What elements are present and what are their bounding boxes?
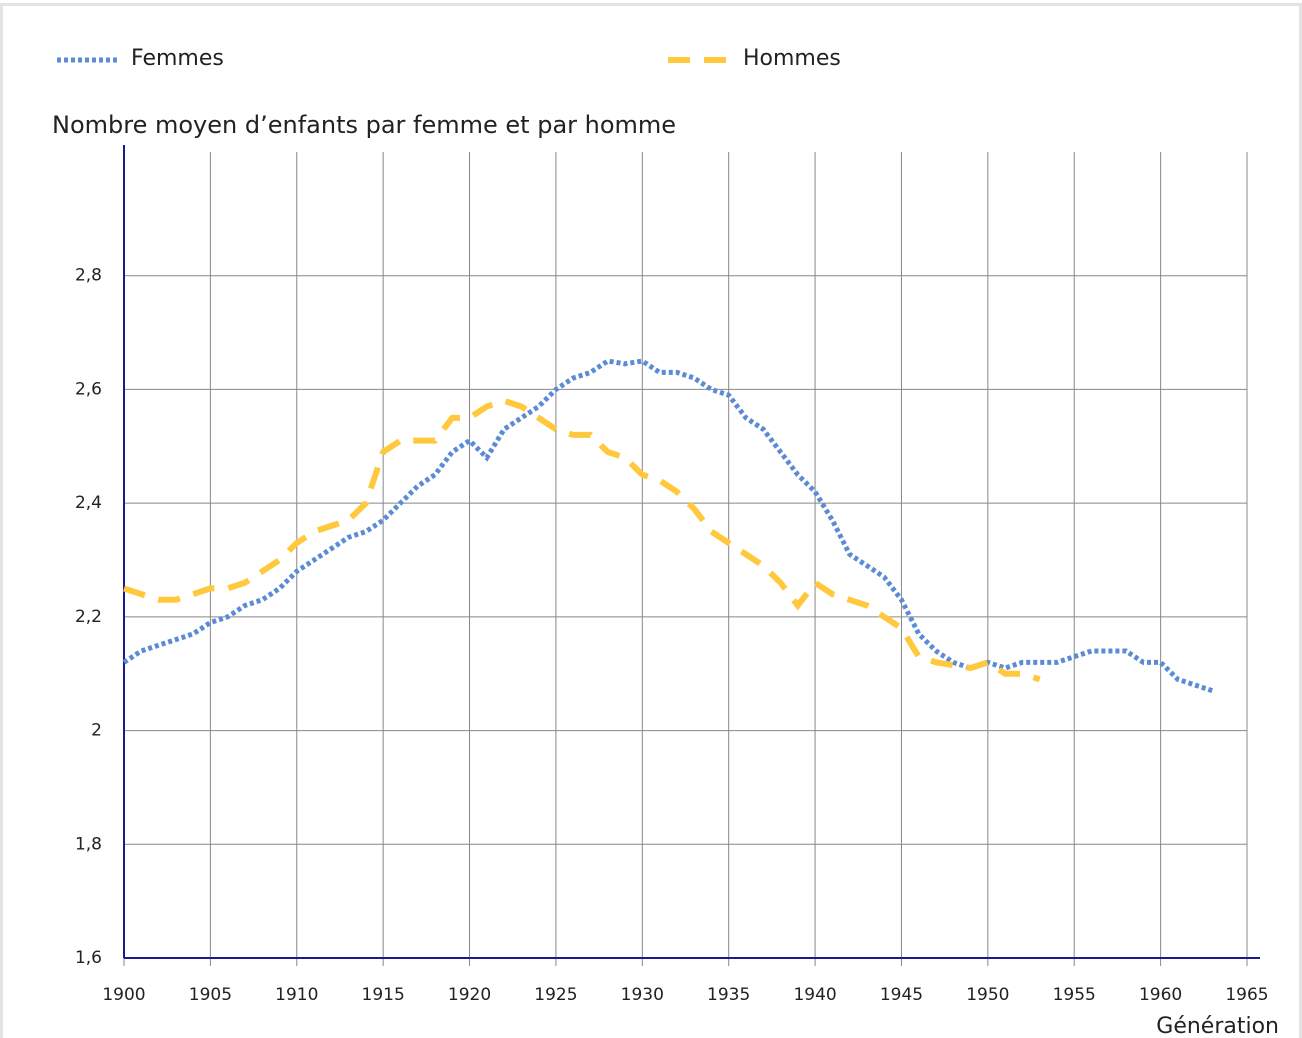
x-tick-label: 1935 [707,985,750,1005]
y-tick-label: 2,8 [75,266,102,286]
x-tick-label: 1915 [362,985,405,1005]
y-tick-label: 1,8 [75,834,102,854]
x-tick-label: 1900 [102,985,145,1005]
y-tick-label: 2 [91,721,102,741]
x-tick-label: 1960 [1139,985,1182,1005]
data-line [122,358,1214,694]
x-tick-label: 1905 [189,985,232,1005]
legend-label: Femmes [131,46,224,71]
x-tick-label: 1955 [1053,985,1096,1005]
x-tick-label: 1910 [275,985,318,1005]
y-tick-label: 2,6 [75,379,102,399]
chart-title: Nombre moyen d’enfants par femme et par … [52,111,676,139]
x-tick-label: 1925 [534,985,577,1005]
x-tick-label: 1945 [880,985,923,1005]
x-tick-label: 1940 [793,985,836,1005]
card-border [0,3,1302,1038]
x-tick-label: 1930 [621,985,664,1005]
x-axis-label: Génération [1156,1014,1279,1038]
y-tick-label: 2,2 [75,607,102,627]
data-line [123,397,1041,683]
y-tick-label: 1,6 [75,948,102,968]
legend-label: Hommes [743,46,841,71]
x-tick-label: 1920 [448,985,491,1005]
y-tick-label: 2,4 [75,493,102,513]
x-tick-label: 1965 [1225,985,1268,1005]
x-tick-label: 1950 [966,985,1009,1005]
